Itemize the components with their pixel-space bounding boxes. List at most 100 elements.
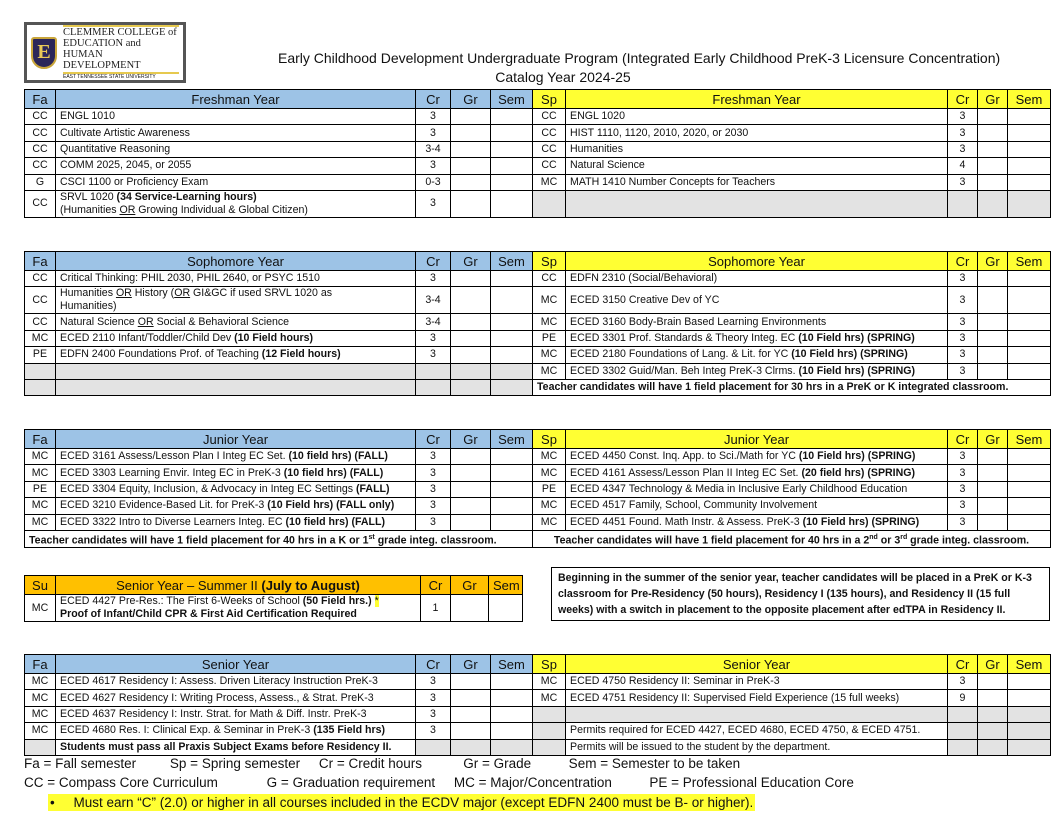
grade-cell[interactable]	[450, 497, 491, 515]
grade-cell[interactable]	[450, 346, 491, 364]
grade-cell[interactable]	[977, 346, 1008, 364]
table-note: Permits required for ECED 4427, ECED 468…	[565, 722, 948, 740]
grade-cell[interactable]	[977, 464, 1008, 482]
course-name: ECED 4427 Pre-Res.: The First 6-Weeks of…	[55, 594, 421, 622]
grade-cell[interactable]	[977, 173, 1008, 191]
semester-cell[interactable]	[1007, 689, 1051, 707]
table-row: CC SRVL 1020 (34 Service-Learning hours)(…	[24, 189, 1051, 218]
semester-cell[interactable]	[490, 157, 533, 175]
grade-cell[interactable]	[977, 689, 1008, 707]
grade-cell[interactable]	[450, 173, 491, 191]
grade-cell[interactable]	[977, 286, 1008, 315]
grade-cell[interactable]	[977, 157, 1008, 175]
semester-cell[interactable]	[1007, 497, 1051, 515]
sem-header: Sem	[1007, 654, 1051, 674]
semester-cell[interactable]	[1007, 140, 1051, 159]
semester-cell[interactable]	[490, 464, 533, 482]
semester-cell[interactable]	[490, 189, 533, 218]
grade-cell[interactable]	[977, 672, 1008, 691]
grade-cell[interactable]	[977, 107, 1008, 126]
grade-cell[interactable]	[450, 513, 491, 531]
credit-hours: 3	[947, 513, 978, 531]
semester-cell[interactable]	[1007, 346, 1051, 364]
semester-cell[interactable]	[490, 313, 533, 331]
semester-cell[interactable]	[490, 124, 533, 142]
semester-cell[interactable]	[1007, 269, 1051, 288]
grade-cell[interactable]	[977, 513, 1008, 531]
grade-cell[interactable]	[450, 286, 491, 315]
table-row: MC ECED 3161 Assess/Lesson Plan I Integ E…	[24, 447, 1051, 466]
empty-cell	[1007, 722, 1051, 740]
course-category: CC	[24, 313, 56, 331]
grade-cell[interactable]	[450, 329, 491, 348]
empty-cell	[1007, 189, 1051, 218]
semester-cell[interactable]	[1007, 464, 1051, 482]
semester-cell[interactable]	[1007, 362, 1051, 380]
semester-cell[interactable]	[1007, 447, 1051, 466]
semester-cell[interactable]	[1007, 480, 1051, 499]
course-name: ECED 2110 Infant/Toddler/Child Dev (10 F…	[55, 329, 416, 348]
empty-cell	[947, 738, 978, 756]
grade-cell[interactable]	[450, 447, 491, 466]
grade-cell[interactable]	[977, 140, 1008, 159]
grade-cell[interactable]	[977, 329, 1008, 348]
bold-text: (34 Service-Learning hours)	[116, 190, 257, 203]
semester-cell[interactable]	[490, 672, 533, 691]
semester-cell[interactable]	[1007, 157, 1051, 175]
grade-cell[interactable]	[450, 722, 491, 740]
grade-cell[interactable]	[450, 689, 491, 707]
grade-requirement: • Must earn “C” (2.0) or higher in all c…	[48, 794, 756, 811]
grade-cell[interactable]	[977, 313, 1008, 331]
semester-cell[interactable]	[490, 480, 533, 499]
course-name: Natural Science OR Social & Behavioral S…	[55, 313, 416, 331]
grade-cell[interactable]	[450, 124, 491, 142]
semester-cell[interactable]	[1007, 107, 1051, 126]
semester-cell[interactable]	[1007, 313, 1051, 331]
semester-cell[interactable]	[490, 107, 533, 126]
grade-cell[interactable]	[977, 497, 1008, 515]
semester-cell[interactable]	[490, 173, 533, 191]
grade-cell[interactable]	[450, 480, 491, 499]
grade-cell[interactable]	[977, 447, 1008, 466]
course-name: EDFN 2310 (Social/Behavioral)	[565, 269, 948, 288]
semester-cell[interactable]	[1007, 124, 1051, 142]
credit-hours: 3	[947, 107, 978, 126]
grade-cell[interactable]	[450, 157, 491, 175]
course-name: ECED 4637 Residency I: Instr. Strat. for…	[55, 705, 416, 724]
semester-cell[interactable]	[490, 447, 533, 466]
grade-cell[interactable]	[450, 313, 491, 331]
grade-cell[interactable]	[450, 672, 491, 691]
grade-cell[interactable]	[450, 107, 491, 126]
semester-cell[interactable]	[490, 497, 533, 515]
grade-cell[interactable]	[977, 269, 1008, 288]
grade-cell[interactable]	[450, 594, 489, 622]
semester-cell[interactable]	[490, 140, 533, 159]
course-name: ECED 4451 Found. Math Instr. & Assess. P…	[565, 513, 948, 531]
semester-cell[interactable]	[490, 346, 533, 364]
semester-cell[interactable]	[1007, 329, 1051, 348]
grade-cell[interactable]	[450, 140, 491, 159]
semester-cell[interactable]	[490, 722, 533, 740]
grade-cell[interactable]	[977, 480, 1008, 499]
semester-cell[interactable]	[490, 286, 533, 315]
table-row: MC ECED 4617 Residency I: Assess. Driven …	[24, 672, 1051, 691]
semester-cell[interactable]	[488, 594, 523, 622]
semester-cell[interactable]	[490, 329, 533, 348]
credit-hours: 3	[415, 722, 451, 740]
grade-cell[interactable]	[977, 124, 1008, 142]
grade-cell[interactable]	[450, 269, 491, 288]
grade-cell[interactable]	[450, 464, 491, 482]
semester-cell[interactable]	[1007, 173, 1051, 191]
semester-cell[interactable]	[490, 705, 533, 724]
grade-cell[interactable]	[450, 189, 491, 218]
semester-cell[interactable]	[490, 689, 533, 707]
semester-cell[interactable]	[1007, 513, 1051, 531]
semester-cell[interactable]	[490, 513, 533, 531]
grade-cell[interactable]	[977, 362, 1008, 380]
grade-cell[interactable]	[450, 705, 491, 724]
sem-header: Sem	[490, 429, 533, 449]
semester-cell[interactable]	[490, 269, 533, 288]
credit-hours: 3	[947, 362, 978, 380]
semester-cell[interactable]	[1007, 286, 1051, 315]
semester-cell[interactable]	[1007, 672, 1051, 691]
